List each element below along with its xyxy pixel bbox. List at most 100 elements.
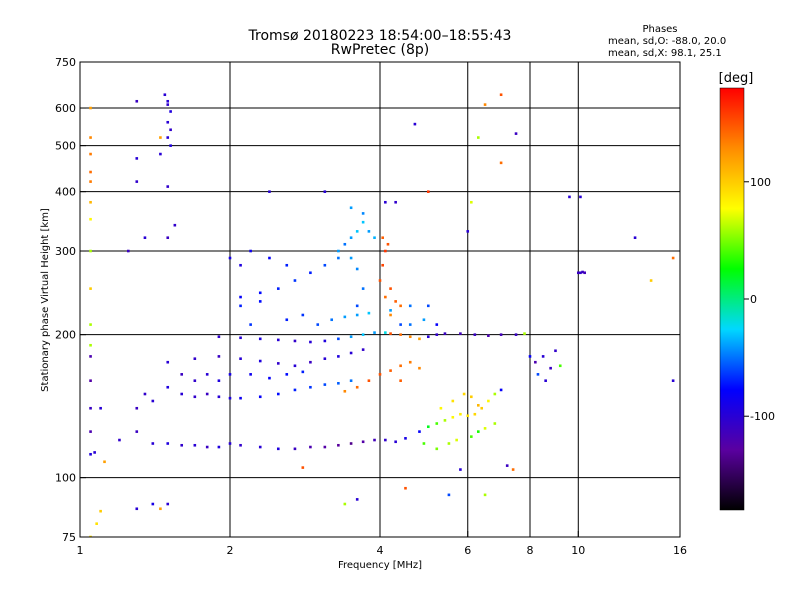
data-point bbox=[89, 323, 92, 326]
data-point bbox=[355, 498, 359, 501]
data-point bbox=[159, 152, 162, 156]
data-point bbox=[166, 236, 170, 240]
data-point bbox=[205, 392, 209, 396]
data-point bbox=[323, 383, 327, 386]
data-point bbox=[309, 340, 312, 344]
data-point bbox=[455, 438, 458, 442]
data-point bbox=[384, 249, 387, 253]
data-point bbox=[173, 223, 177, 227]
data-point bbox=[378, 279, 382, 282]
data-point bbox=[487, 399, 490, 403]
data-point bbox=[462, 392, 466, 396]
data-point bbox=[135, 157, 139, 160]
data-point bbox=[239, 396, 242, 400]
data-point bbox=[309, 360, 312, 364]
data-point bbox=[480, 406, 484, 410]
data-point bbox=[439, 406, 443, 410]
data-point bbox=[89, 249, 92, 253]
data-point bbox=[384, 438, 387, 442]
data-point bbox=[671, 256, 675, 260]
data-point bbox=[103, 460, 106, 464]
data-point bbox=[361, 287, 365, 290]
data-point bbox=[228, 256, 232, 260]
data-point bbox=[323, 357, 327, 361]
data-point bbox=[408, 360, 412, 364]
data-point bbox=[671, 379, 675, 382]
data-point bbox=[301, 370, 305, 374]
data-point bbox=[135, 180, 139, 183]
data-point bbox=[293, 364, 297, 368]
data-point bbox=[435, 323, 439, 326]
data-point bbox=[93, 451, 96, 454]
data-point bbox=[399, 333, 402, 336]
y-tick-label: 500 bbox=[55, 140, 76, 153]
data-point bbox=[413, 122, 417, 126]
colorbar-tick-label: -100 bbox=[750, 410, 775, 423]
data-point bbox=[422, 442, 426, 445]
data-point bbox=[389, 309, 392, 312]
data-point bbox=[483, 103, 487, 106]
data-point bbox=[443, 419, 447, 422]
data-point bbox=[268, 376, 271, 380]
data-point bbox=[89, 217, 92, 221]
y-tick-label: 600 bbox=[55, 102, 76, 115]
colorbar-tick-label: 100 bbox=[750, 176, 771, 189]
data-point bbox=[268, 256, 271, 260]
data-point bbox=[330, 318, 334, 322]
data-point bbox=[426, 304, 430, 308]
data-point bbox=[389, 332, 392, 335]
data-point bbox=[293, 279, 297, 282]
data-point bbox=[309, 445, 312, 449]
data-point bbox=[151, 502, 155, 506]
y-tick-label: 400 bbox=[55, 186, 76, 199]
data-point bbox=[378, 373, 382, 376]
data-point bbox=[505, 464, 509, 467]
data-point bbox=[118, 438, 121, 442]
data-point bbox=[349, 351, 353, 355]
data-point bbox=[276, 362, 280, 365]
data-point bbox=[355, 304, 359, 308]
data-point bbox=[389, 313, 392, 317]
data-point bbox=[166, 120, 170, 124]
data-point bbox=[399, 304, 402, 308]
data-point bbox=[316, 323, 320, 326]
data-point bbox=[89, 430, 92, 433]
data-point bbox=[239, 304, 242, 308]
data-point bbox=[470, 435, 473, 438]
data-point bbox=[217, 335, 221, 339]
data-point bbox=[89, 200, 92, 204]
data-point bbox=[404, 437, 407, 440]
data-point bbox=[435, 333, 439, 336]
data-point bbox=[169, 144, 172, 147]
data-point bbox=[337, 337, 340, 341]
data-point bbox=[276, 392, 280, 396]
data-point bbox=[408, 335, 412, 339]
data-point bbox=[89, 406, 92, 410]
data-point bbox=[389, 287, 392, 290]
data-point bbox=[309, 271, 312, 275]
colorbar-tick-label: 0 bbox=[750, 293, 757, 306]
data-point bbox=[499, 161, 503, 165]
data-point bbox=[293, 339, 297, 343]
data-point bbox=[323, 339, 327, 343]
data-point bbox=[399, 364, 402, 368]
data-point bbox=[422, 318, 426, 322]
data-point bbox=[337, 249, 340, 253]
data-point bbox=[343, 242, 347, 246]
data-point bbox=[389, 369, 392, 372]
data-point bbox=[349, 335, 353, 339]
data-point bbox=[180, 392, 184, 396]
data-point bbox=[466, 230, 470, 233]
data-point bbox=[418, 337, 421, 341]
data-point bbox=[544, 379, 547, 382]
data-point bbox=[367, 230, 371, 233]
data-point bbox=[89, 180, 92, 183]
data-point bbox=[276, 447, 280, 451]
data-point bbox=[408, 304, 412, 308]
data-point bbox=[343, 389, 347, 393]
data-point bbox=[355, 267, 359, 271]
data-point bbox=[89, 343, 92, 347]
data-point bbox=[166, 136, 170, 139]
data-point bbox=[470, 395, 473, 399]
